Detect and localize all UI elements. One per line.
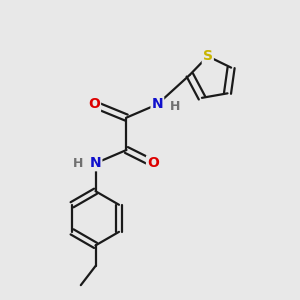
Text: O: O (147, 156, 159, 170)
Text: H: H (73, 157, 83, 170)
Text: N: N (152, 98, 163, 111)
Text: S: S (203, 49, 213, 63)
Text: O: O (88, 98, 100, 111)
Text: H: H (170, 100, 180, 113)
Text: N: N (90, 156, 101, 170)
